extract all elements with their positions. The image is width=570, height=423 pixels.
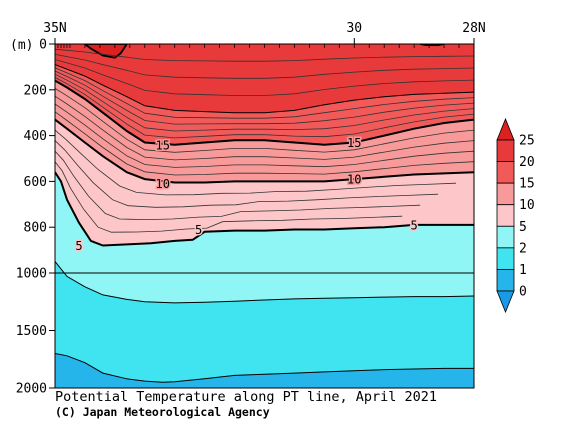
station-ticks xyxy=(54,44,475,48)
y-tick-label: 600 xyxy=(24,175,47,190)
contour-labels: 15 15 10 10 5 5 5 xyxy=(74,134,419,254)
isotherm-19 xyxy=(55,67,474,119)
labeled-isotherms xyxy=(55,64,474,383)
colorbar-swatch xyxy=(496,225,515,249)
colorbar-overflow-arrow xyxy=(496,117,515,141)
colorbar-swatch xyxy=(496,269,515,292)
axis-ticks: 35N 30 28N 0 200 400 600 800 1000 1500 2000 xyxy=(16,21,486,397)
colorbar-swatch xyxy=(496,247,515,270)
colorbar-swatch xyxy=(496,204,515,227)
isotherm-22 xyxy=(55,53,474,79)
colorbar-swatch xyxy=(496,161,515,184)
isotherm-8 xyxy=(55,140,439,208)
isotherm-13 xyxy=(55,95,474,161)
band-above-25-1 xyxy=(83,44,128,59)
y-tick-label: 2000 xyxy=(16,382,47,397)
colorbar-label: 2 xyxy=(519,241,527,256)
contour-label: 10 xyxy=(347,173,361,187)
isotherm-21 xyxy=(55,59,474,96)
colorbar-label: 0 xyxy=(519,285,527,300)
isotherm-9 xyxy=(55,129,457,196)
isotherm-2 xyxy=(55,261,474,304)
colorbar-swatch xyxy=(496,139,515,162)
y-tick-label: 0 xyxy=(39,38,47,53)
isotherm-5 xyxy=(55,171,474,247)
isotherm-1 xyxy=(55,353,474,383)
isotherm-20 xyxy=(55,64,474,114)
colorbar-swatch xyxy=(496,182,515,206)
x-tick-label: 30 xyxy=(346,21,362,36)
colorbar-label: 25 xyxy=(519,134,535,149)
isotherm-18 xyxy=(55,70,474,125)
isotherm-11 xyxy=(55,111,474,176)
y-tick-label: 400 xyxy=(24,129,47,144)
colorbar-label: 20 xyxy=(519,155,535,170)
contour-label: 5 xyxy=(411,218,418,232)
y-tick-label: 800 xyxy=(24,221,47,236)
isotherm-17 xyxy=(55,73,474,132)
isotherm-12 xyxy=(55,103,474,168)
isotherm-15 xyxy=(55,79,474,146)
colorbar-label: 5 xyxy=(519,220,527,235)
contour-label: 5 xyxy=(195,223,202,237)
y-tick-label: 1000 xyxy=(16,267,47,282)
colorbar-label: 10 xyxy=(519,198,535,213)
isotherm-7 xyxy=(55,150,421,221)
x-tick-label: 35N xyxy=(43,21,66,36)
minor-isotherms xyxy=(55,48,474,233)
contour-label: 5 xyxy=(75,239,82,253)
isotherm-23 xyxy=(55,48,474,62)
colorbar-label: 15 xyxy=(519,177,535,192)
chart-credit: (C) Japan Meteorological Agency xyxy=(55,405,270,419)
isotherm-6 xyxy=(55,161,403,233)
isotherm-14 xyxy=(55,88,474,153)
isotherm-16 xyxy=(55,77,474,139)
contour-label: 10 xyxy=(156,177,170,191)
y-tick-label: 1500 xyxy=(16,324,47,339)
isotherm-10 xyxy=(55,118,474,184)
colorbar-underflow-arrow xyxy=(496,290,515,314)
chart-title: Potential Temperature along PT line, Apr… xyxy=(55,389,438,405)
x-tick-label: 28N xyxy=(462,21,485,36)
contour-label: 15 xyxy=(156,138,170,152)
contour-label: 15 xyxy=(347,136,361,150)
colorbar-label: 1 xyxy=(519,263,527,278)
y-unit-label: (m) xyxy=(10,38,33,53)
y-tick-label: 200 xyxy=(24,83,47,98)
